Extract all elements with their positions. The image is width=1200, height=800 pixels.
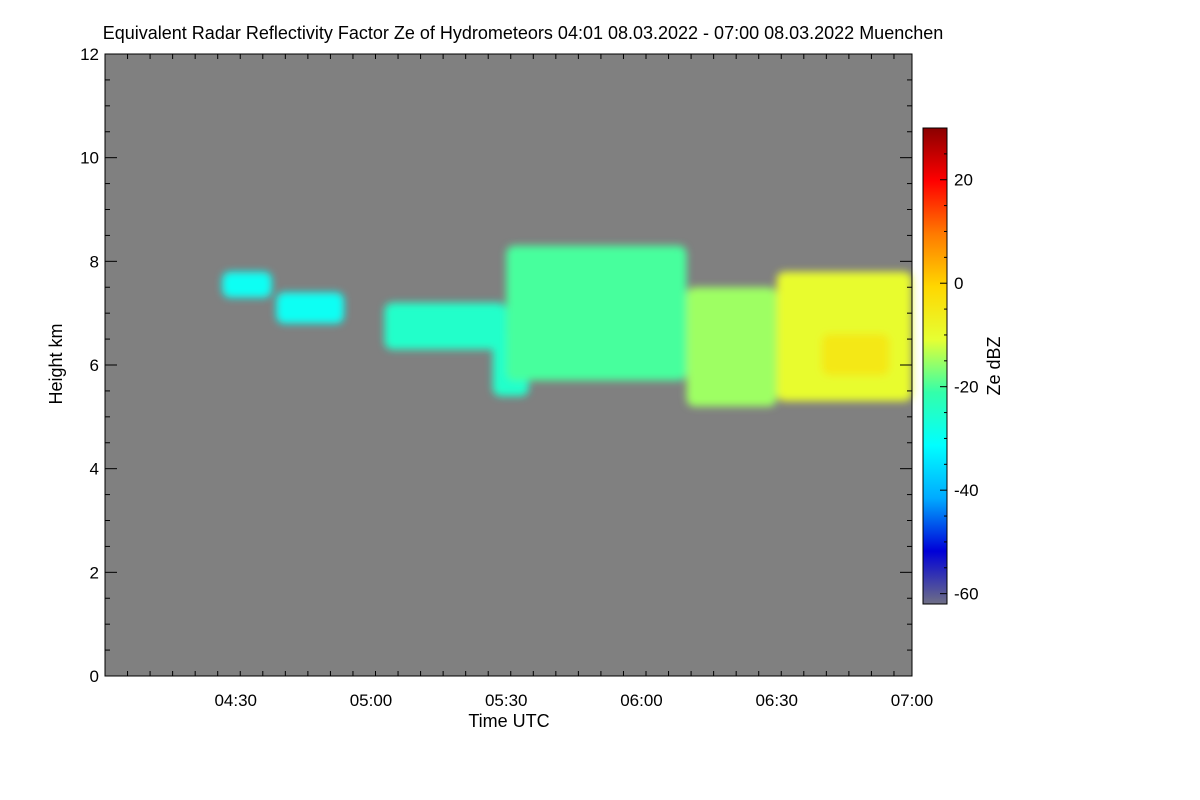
colorbar-scale [922,127,948,605]
y-tick-label: 4 [90,460,99,479]
colorbar-tick-label: 20 [954,171,973,190]
x-axis-label: Time UTC [468,711,549,731]
x-tick-label: 06:30 [755,691,798,710]
y-tick-label: 12 [80,45,99,64]
echo-region [686,287,777,407]
x-tick-label: 06:00 [620,691,663,710]
echo-region [821,333,890,376]
colorbar-label: Ze dBZ [984,336,1004,395]
x-tick-label: 07:00 [891,691,934,710]
y-tick-label: 2 [90,563,99,582]
colorbar-tick-label: -60 [954,585,979,604]
plot-area [104,53,913,677]
echo-region [384,302,507,350]
echo-region [276,292,344,324]
echo-region [222,271,272,298]
colorbar-tick-label: -20 [954,378,979,397]
colorbar-tick-label: 0 [954,274,963,293]
colorbar: 20 0 -20 -40 -60 [922,127,979,605]
x-tick-label: 05:00 [350,691,393,710]
echo-layer [222,245,912,407]
y-tick-label: 8 [90,252,99,271]
x-tick-label: 04:30 [214,691,257,710]
colorbar-tick-label: -40 [954,481,979,500]
y-axis: 0 2 4 6 8 10 12 [80,45,912,686]
x-tick-label: 05:30 [485,691,528,710]
x-axis: 04:30 05:00 05:30 06:00 06:30 07:00 [127,54,934,710]
chart-title: Equivalent Radar Reflectivity Factor Ze … [103,23,944,43]
y-tick-label: 6 [90,356,99,375]
y-tick-label: 0 [90,667,99,686]
echo-region [506,245,687,381]
y-axis-label: Height km [46,323,66,404]
y-tick-label: 10 [80,149,99,168]
